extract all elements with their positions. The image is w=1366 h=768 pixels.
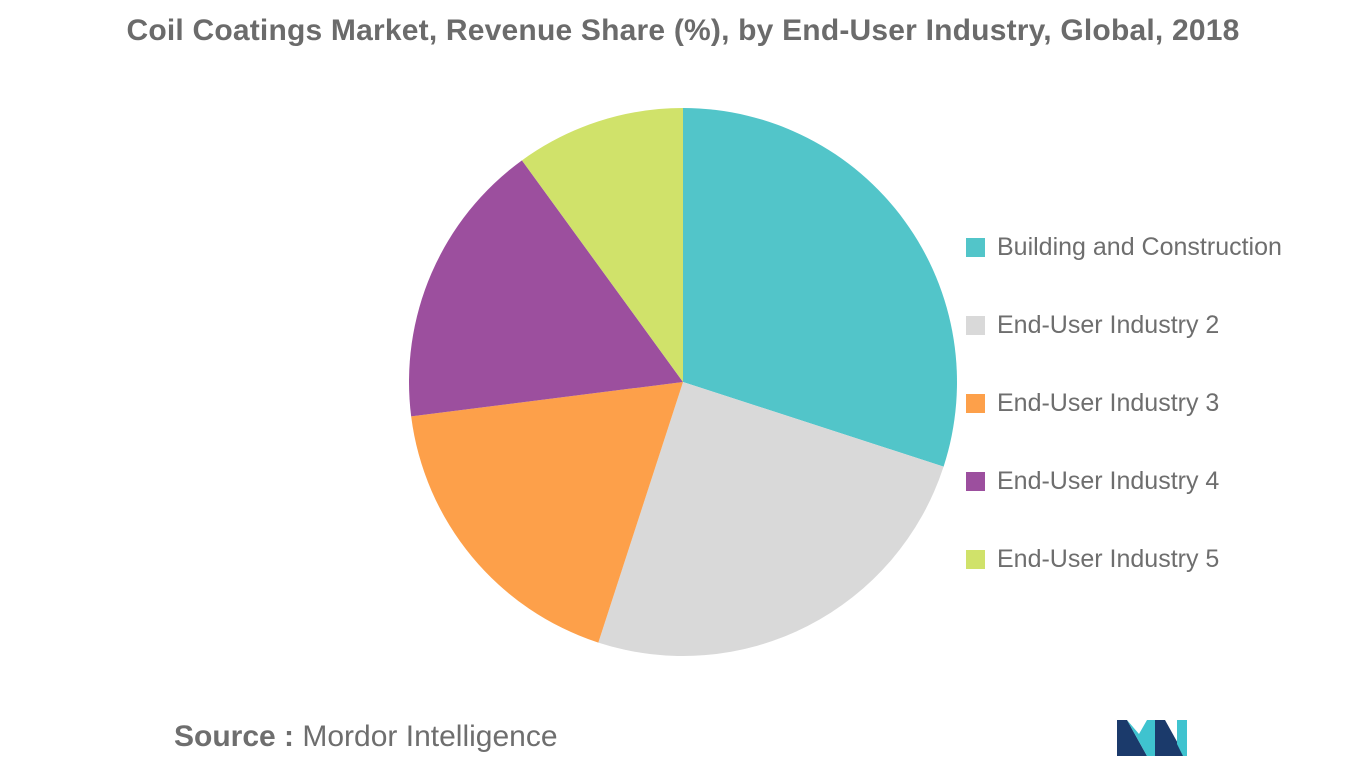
legend-swatch [966, 393, 985, 413]
legend-item-3: End-User Industry 3 [966, 364, 1282, 442]
legend-swatch [966, 315, 985, 335]
pie-slice-2 [598, 382, 944, 656]
legend-swatch [966, 471, 985, 491]
legend-item-5: End-User Industry 5 [966, 520, 1282, 598]
pie-slices [409, 108, 958, 656]
legend-label: End-User Industry 4 [997, 466, 1220, 495]
legend-label: End-User Industry 5 [997, 544, 1220, 573]
source-name: Mordor Intelligence [302, 720, 558, 753]
pie-slice-3 [411, 382, 683, 643]
legend-label: End-User Industry 2 [997, 310, 1220, 339]
legend-label: End-User Industry 3 [997, 388, 1220, 417]
legend-item-2: End-User Industry 2 [966, 286, 1282, 364]
pie-slice-4 [409, 160, 683, 417]
source-note: Source : Mordor Intelligence [174, 720, 558, 754]
legend-item-1: Building and Construction [966, 208, 1282, 286]
pie-slice-1 [683, 108, 958, 467]
legend-item-4: End-User Industry 4 [966, 442, 1282, 520]
source-prefix: Source : [174, 720, 295, 753]
legend-swatch [966, 549, 985, 569]
legend-label: Building and Construction [997, 232, 1282, 261]
chart-title: Coil Coatings Market, Revenue Share (%),… [126, 14, 1240, 47]
mordor-intelligence-logo-icon [1117, 720, 1187, 756]
pie-slice-5 [521, 108, 683, 382]
legend: Building and Construction End-User Indust… [966, 208, 1282, 598]
legend-swatch [966, 237, 985, 257]
